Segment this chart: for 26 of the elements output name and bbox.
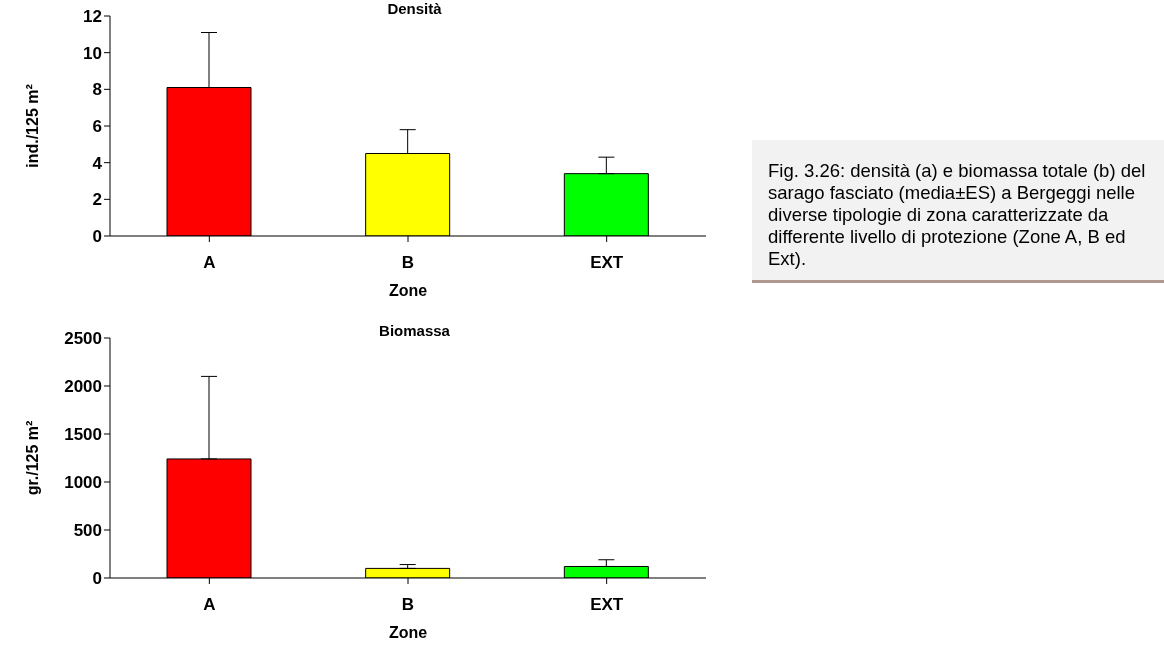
y-tick-label: 1000	[64, 473, 102, 493]
x-axis-title: Zone	[388, 624, 428, 641]
y-tick-label: 500	[73, 521, 102, 541]
y-tick-label: 2500	[64, 329, 102, 349]
y-tick-label: 4	[92, 153, 103, 173]
y-tick-label: 10	[83, 43, 102, 63]
x-tick-label: EXT	[590, 253, 624, 273]
y-tick-label: 6	[92, 117, 102, 137]
y-tick-label: 0	[92, 569, 102, 589]
y-tick-label: 2000	[64, 377, 102, 397]
chart-title: Densità	[386, 0, 443, 17]
y-tick-label: 1500	[64, 425, 102, 445]
x-tick-label: EXT	[590, 595, 624, 615]
x-tick-label: B	[401, 595, 415, 615]
x-tick-label: A	[203, 253, 216, 273]
x-tick-label: B	[401, 253, 415, 273]
y-axis-title: ind./125 m²	[23, 84, 41, 168]
y-axis-title: gr./125 m²	[23, 420, 41, 496]
caption: Fig. 3.26: densità (a) e biomassa totale (b) del sarago fasciato (media±ES) a Bergeggi nelle diverse tipologie di zona caratterizzate da differente livello di protezione (Zone A, B ed Ext).	[768, 160, 1147, 270]
y-tick-label: 12	[83, 7, 102, 27]
y-tick-label: 2	[92, 190, 102, 210]
y-tick-label: 8	[92, 80, 102, 100]
x-axis-title: Zone	[388, 282, 428, 299]
x-tick-label: A	[203, 595, 216, 615]
chart-title: Biomassa	[378, 322, 451, 339]
y-tick-label: 0	[92, 227, 102, 247]
